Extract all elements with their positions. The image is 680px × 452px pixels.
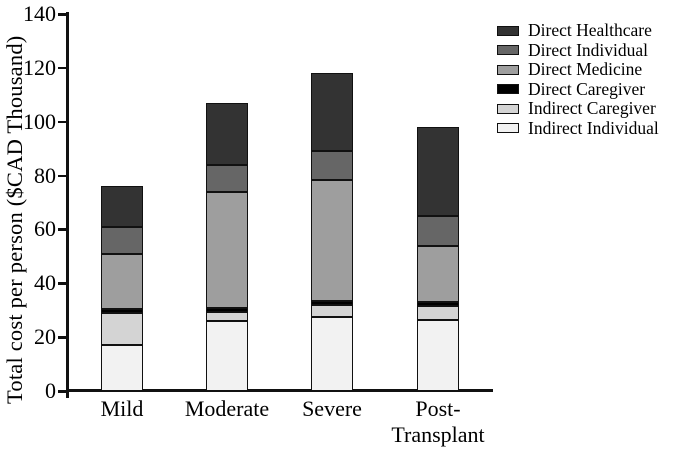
bar-segment-indirect-individual bbox=[101, 345, 143, 391]
legend-swatch-indirect-caregiver bbox=[497, 103, 519, 114]
bar-segment-indirect-caregiver bbox=[206, 311, 248, 321]
bar-segment-direct-caregiver bbox=[417, 302, 459, 307]
x-label-line: Moderate bbox=[184, 396, 270, 421]
bar-segment-direct-individual bbox=[311, 151, 353, 180]
bar-segment-direct-healthcare bbox=[206, 102, 248, 165]
bar-severe bbox=[311, 73, 353, 391]
bar-segment-direct-individual bbox=[417, 215, 459, 246]
y-tick-label: 140 bbox=[23, 1, 56, 26]
y-tick-label: 80 bbox=[34, 162, 56, 188]
y-tick-label: 0 bbox=[45, 378, 56, 403]
legend-label: Indirect Caregiver bbox=[528, 98, 656, 119]
x-label-severe: Severe bbox=[267, 396, 397, 422]
y-tick bbox=[58, 174, 68, 178]
x-axis-line bbox=[66, 389, 493, 392]
x-label-moderate: Moderate bbox=[162, 396, 292, 422]
legend-item: Direct Individual bbox=[497, 39, 659, 61]
y-tick-label: 20 bbox=[34, 324, 56, 350]
legend-label: Direct Caregiver bbox=[528, 78, 646, 99]
y-tick bbox=[58, 66, 68, 70]
legend-swatch-indirect-individual bbox=[497, 123, 519, 134]
legend-swatch-direct-individual bbox=[497, 45, 519, 56]
bar-post-transplant bbox=[417, 127, 459, 391]
legend-item: Indirect Individual bbox=[497, 117, 659, 139]
x-label-post-transplant: Post- Transplant bbox=[373, 396, 503, 448]
bar-segment-direct-individual bbox=[206, 164, 248, 192]
legend-item: Indirect Caregiver bbox=[497, 99, 659, 119]
bar-segment-direct-healthcare bbox=[101, 186, 143, 227]
y-tick bbox=[58, 120, 68, 124]
y-tick-label: 40 bbox=[34, 270, 56, 296]
legend: Direct Healthcare Direct Individual Direct… bbox=[497, 21, 659, 138]
legend-swatch-direct-medicine bbox=[497, 64, 519, 75]
legend-item: Direct Caregiver bbox=[497, 78, 659, 100]
bar-segment-direct-caregiver bbox=[101, 308, 143, 313]
legend-swatch-direct-caregiver bbox=[497, 84, 519, 95]
y-tick bbox=[58, 336, 68, 339]
x-label-line: Mild bbox=[100, 396, 144, 421]
x-label-line: Severe bbox=[302, 396, 362, 421]
bar-segment-direct-healthcare bbox=[417, 127, 459, 216]
bar-segment-direct-caregiver bbox=[311, 300, 353, 305]
y-tick bbox=[58, 390, 68, 393]
bar-segment-indirect-individual bbox=[417, 319, 459, 391]
legend-label: Indirect Individual bbox=[528, 117, 659, 138]
y-tick bbox=[58, 228, 68, 231]
bar-segment-indirect-individual bbox=[206, 320, 248, 391]
x-label-line: Post- bbox=[415, 396, 461, 421]
bar-segment-direct-individual bbox=[101, 226, 143, 254]
bar-moderate bbox=[206, 102, 248, 391]
bar-segment-direct-medicine bbox=[206, 191, 248, 308]
bar-segment-indirect-caregiver bbox=[417, 306, 459, 320]
bar-segment-direct-healthcare bbox=[311, 73, 353, 152]
legend-swatch-direct-healthcare bbox=[497, 25, 519, 36]
bar-segment-direct-medicine bbox=[101, 253, 143, 309]
y-axis-line bbox=[66, 12, 69, 398]
bar-segment-direct-medicine bbox=[417, 245, 459, 303]
y-tick-label: 60 bbox=[34, 216, 56, 242]
x-label-mild: Mild bbox=[57, 396, 187, 422]
bar-segment-indirect-caregiver bbox=[311, 304, 353, 317]
legend-item: Direct Medicine bbox=[497, 60, 659, 80]
y-tick bbox=[58, 13, 68, 16]
legend-label: Direct Individual bbox=[528, 39, 649, 60]
bar-segment-direct-medicine bbox=[311, 179, 353, 301]
y-tick bbox=[58, 282, 68, 285]
legend-item: Direct Healthcare bbox=[497, 21, 659, 41]
bar-segment-indirect-caregiver bbox=[101, 312, 143, 346]
bar-segment-direct-caregiver bbox=[206, 307, 248, 312]
x-label-line: Transplant bbox=[391, 422, 485, 447]
bar-mild bbox=[101, 186, 143, 391]
legend-label: Direct Healthcare bbox=[528, 20, 652, 41]
y-tick-label: 120 bbox=[23, 54, 56, 80]
legend-label: Direct Medicine bbox=[528, 59, 643, 80]
y-tick-label: 100 bbox=[23, 108, 56, 134]
bar-segment-indirect-individual bbox=[311, 316, 353, 391]
